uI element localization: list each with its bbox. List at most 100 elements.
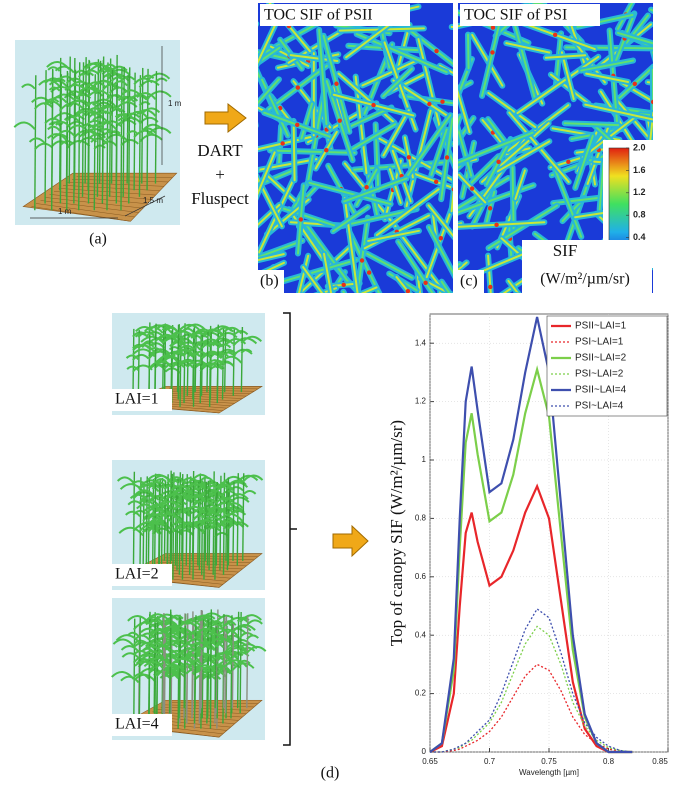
- leaf: [147, 347, 164, 354]
- leaf: [225, 659, 248, 668]
- leaf: [110, 76, 124, 82]
- hotspot: [359, 258, 365, 263]
- stalk: [206, 480, 210, 566]
- leaf: [202, 328, 226, 338]
- leaf-signal: [458, 125, 473, 177]
- soil-row: [40, 200, 139, 213]
- leaf: [112, 638, 135, 647]
- leaf: [132, 353, 150, 361]
- stalk: [200, 332, 204, 396]
- stalk: [221, 328, 225, 400]
- leaf: [192, 341, 206, 347]
- dimension-line: [30, 46, 166, 219]
- bracket: [283, 312, 297, 746]
- leaf-signal: [584, 103, 653, 121]
- leaf-signal: [563, 122, 620, 127]
- x-axis-label: Wavelength [µm]: [519, 768, 579, 777]
- leaf: [144, 616, 164, 624]
- hotspot: [337, 118, 342, 123]
- leaf-signal: [611, 291, 623, 293]
- leaf: [47, 133, 68, 141]
- stalk: [163, 624, 166, 709]
- leaf: [160, 625, 185, 635]
- leaf: [169, 485, 194, 495]
- leaf: [223, 621, 237, 628]
- leaf: [115, 634, 141, 644]
- leaf: [153, 478, 167, 484]
- soil-row: [152, 711, 243, 718]
- hotspot: [405, 289, 411, 293]
- leaf-signal: [616, 99, 653, 145]
- leaf: [197, 341, 212, 348]
- leaf: [50, 96, 68, 104]
- leaf-signal: [470, 155, 500, 184]
- leaf: [151, 520, 166, 526]
- stalk: [170, 473, 173, 561]
- leaf: [117, 95, 135, 103]
- leaf: [51, 78, 64, 84]
- leaf-signal: [304, 222, 352, 286]
- map-label: (c): [460, 273, 478, 290]
- dimensions: 1 m 1 m 1.5 m: [30, 46, 182, 219]
- stalk: [120, 66, 123, 211]
- leaf: [217, 667, 233, 674]
- leaf: [28, 137, 46, 145]
- y-tick-label: 1.4: [415, 338, 427, 347]
- stalk: [51, 70, 54, 197]
- stalk: [215, 484, 218, 561]
- leaf-signal: [487, 204, 559, 250]
- colorbar-unit: (W/m²/µm/sr): [540, 271, 630, 288]
- leaf-signal: [332, 206, 369, 233]
- leaf-signal: [361, 59, 418, 87]
- stalk: [169, 470, 172, 575]
- x-tick-label: 0.8: [603, 757, 615, 766]
- stalk: [191, 471, 195, 561]
- hotspot: [438, 236, 444, 241]
- leaf-signal: [269, 149, 356, 154]
- leaf: [143, 661, 164, 669]
- stalk: [242, 473, 245, 561]
- stalk: [93, 74, 96, 211]
- leaf: [192, 506, 218, 517]
- leaf: [34, 142, 54, 151]
- leaf: [92, 80, 117, 90]
- leaf: [146, 72, 171, 82]
- leaf-signal: [506, 104, 570, 152]
- leaf: [191, 499, 214, 508]
- map-label: (b): [260, 273, 279, 290]
- leaf-signal: [258, 78, 280, 105]
- label-box: [458, 270, 484, 293]
- y-tick-label: 0.4: [415, 630, 427, 639]
- leaf: [213, 359, 226, 366]
- stalk: [191, 625, 195, 714]
- leaf: [232, 337, 258, 347]
- leaf-signal: [342, 106, 393, 131]
- leaf: [221, 497, 234, 503]
- leaf: [146, 90, 172, 100]
- leaf: [148, 657, 171, 666]
- hotspot: [364, 185, 369, 190]
- arrow: [332, 524, 369, 558]
- leaf: [146, 473, 173, 484]
- legend-label: PSII~LAI=4: [575, 385, 627, 396]
- leaf: [189, 641, 212, 650]
- hotspot: [440, 99, 445, 104]
- stalk: [199, 610, 203, 714]
- leaf-signal: [458, 89, 471, 134]
- leaf-signal: [650, 48, 653, 63]
- leaf: [157, 513, 183, 523]
- y-tick-label: 0.2: [415, 689, 427, 698]
- leaf: [246, 619, 263, 627]
- leaf-signal: [265, 173, 296, 202]
- stalk: [227, 483, 231, 566]
- leaf: [58, 102, 84, 112]
- lai-label: LAI=4: [115, 716, 159, 733]
- leaf-signal: [427, 226, 453, 275]
- x-tick-label: 0.7: [484, 757, 496, 766]
- leaf-signal: [343, 177, 408, 203]
- y-axis-label: Top of canopy SIF (W/m²/µm/sr): [387, 420, 406, 646]
- leaf: [113, 80, 128, 87]
- leaf: [222, 355, 243, 364]
- legend-label: PSII~LAI=1: [575, 321, 627, 332]
- leaf-signal: [382, 67, 413, 98]
